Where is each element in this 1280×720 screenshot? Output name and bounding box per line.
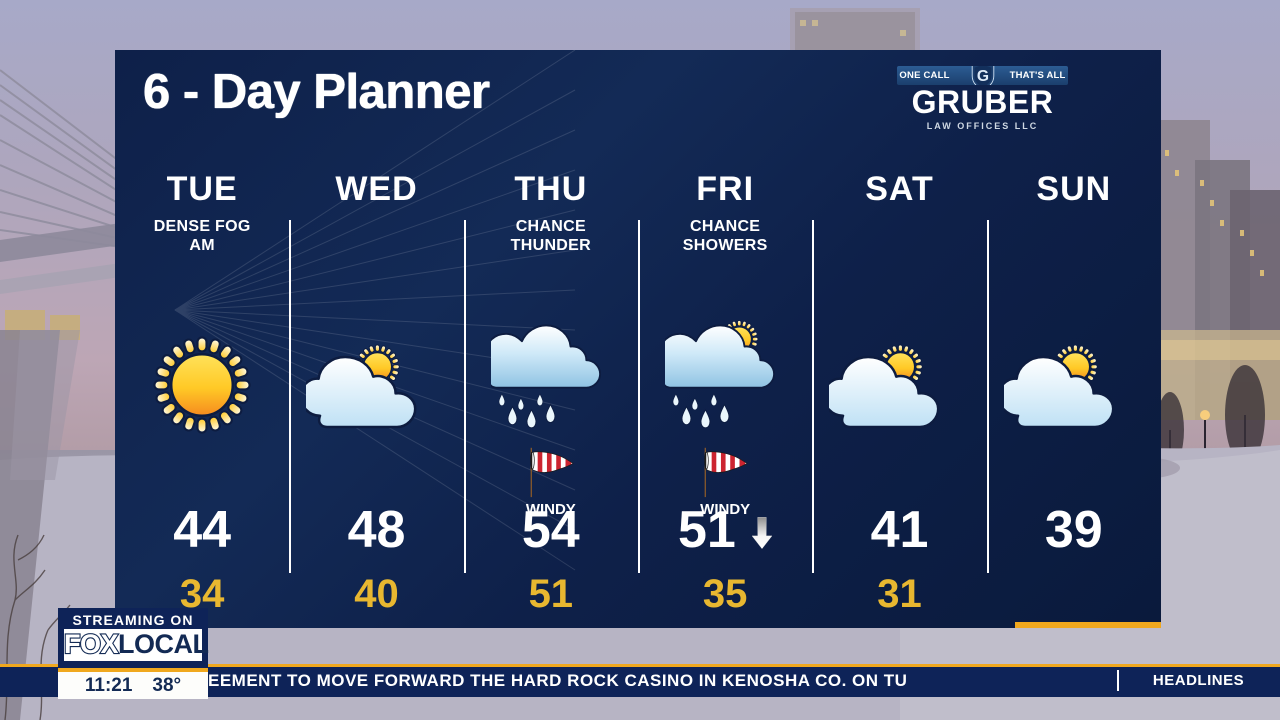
svg-text:G: G: [976, 67, 988, 84]
